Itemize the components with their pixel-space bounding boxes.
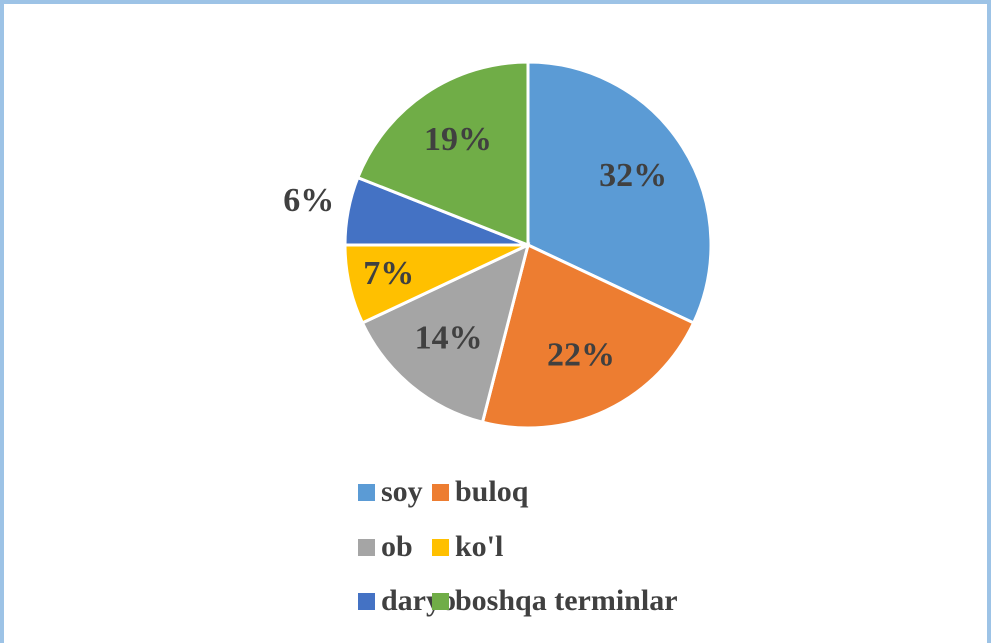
legend-swatch xyxy=(358,484,375,501)
legend-swatch xyxy=(432,593,449,610)
legend-label: buloq xyxy=(455,475,529,508)
legend-swatch xyxy=(358,593,375,610)
data-label: 14% xyxy=(415,320,483,357)
legend-swatch xyxy=(358,539,375,556)
pie-slice xyxy=(480,242,696,430)
data-label: 19% xyxy=(424,121,492,158)
pie-slice xyxy=(355,60,530,248)
legend-swatch xyxy=(432,484,449,501)
pie-slice xyxy=(360,242,531,425)
data-label: 7% xyxy=(363,255,414,292)
legend-label: ko'l xyxy=(455,530,503,563)
legend-label: boshqa terminlar xyxy=(455,584,678,617)
data-label: 6% xyxy=(283,182,334,219)
legend-swatch xyxy=(432,539,449,556)
pie-slice xyxy=(526,60,713,325)
legend-label: soy xyxy=(381,475,423,508)
data-label: 32% xyxy=(599,157,667,194)
legend-label: ob xyxy=(381,530,413,563)
data-label: 22% xyxy=(547,336,615,373)
